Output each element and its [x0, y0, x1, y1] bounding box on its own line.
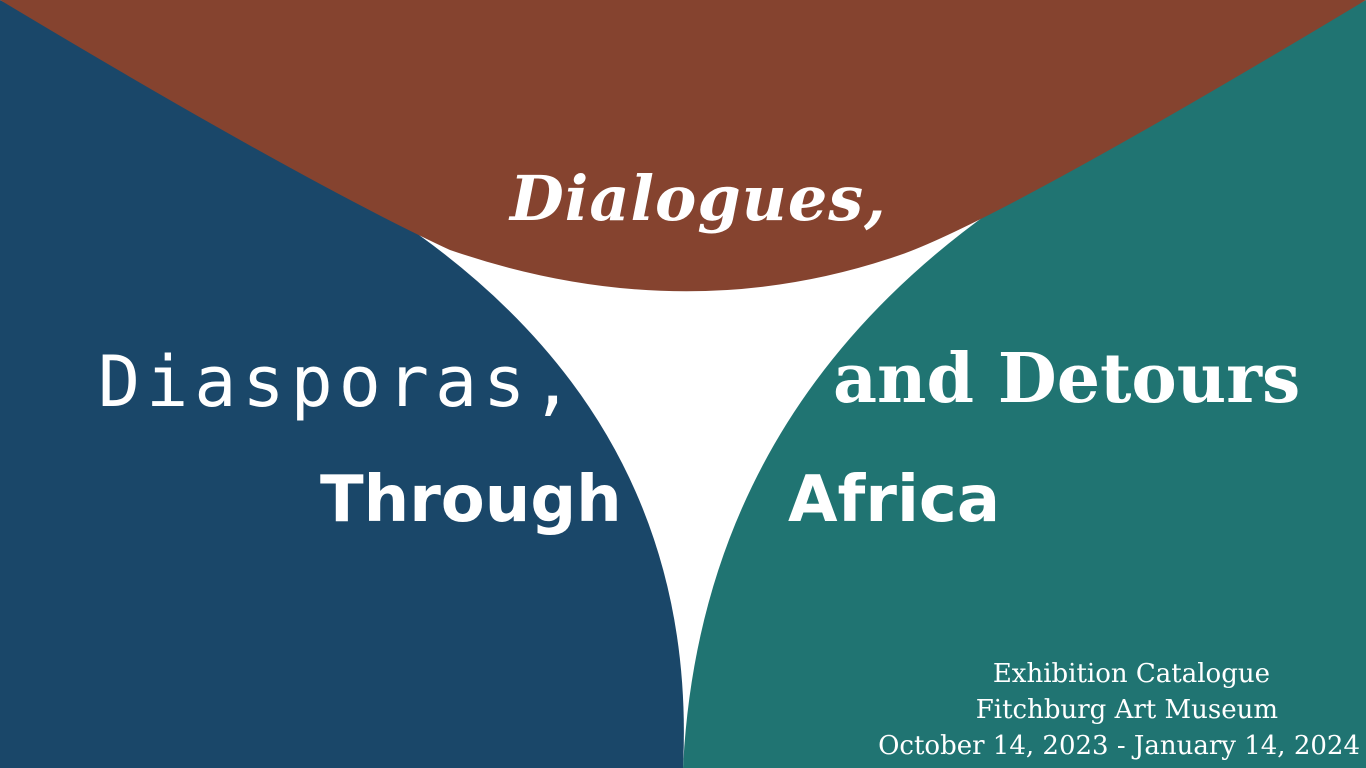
exhibition-info: Exhibition Catalogue Fitchburg Art Museu… [878, 656, 1360, 764]
title-dialogues: Dialogues, [510, 162, 887, 235]
brown-arc [0, 0, 1366, 292]
exhibition-dates: October 14, 2023 - January 14, 2024 [878, 731, 1360, 761]
teal-lobe [683, 0, 1366, 768]
title-and-detours: and Detours [833, 339, 1301, 419]
navy-lobe [0, 0, 684, 768]
title-through: Through [320, 463, 622, 537]
museum-name: Fitchburg Art Museum [975, 695, 1278, 725]
title-diasporas: Diasporas, [98, 341, 580, 423]
exhibition-catalogue-label: Exhibition Catalogue [992, 659, 1270, 689]
title-africa: Africa [788, 463, 1000, 537]
